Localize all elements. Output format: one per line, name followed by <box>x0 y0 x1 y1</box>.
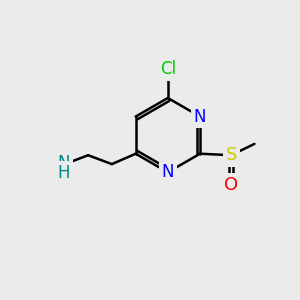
Text: N: N <box>194 108 206 126</box>
Text: S: S <box>226 146 237 164</box>
Text: N: N <box>162 163 174 181</box>
Text: N: N <box>57 154 70 172</box>
Text: Cl: Cl <box>160 60 176 78</box>
Text: H: H <box>57 164 70 182</box>
Text: O: O <box>224 176 238 194</box>
